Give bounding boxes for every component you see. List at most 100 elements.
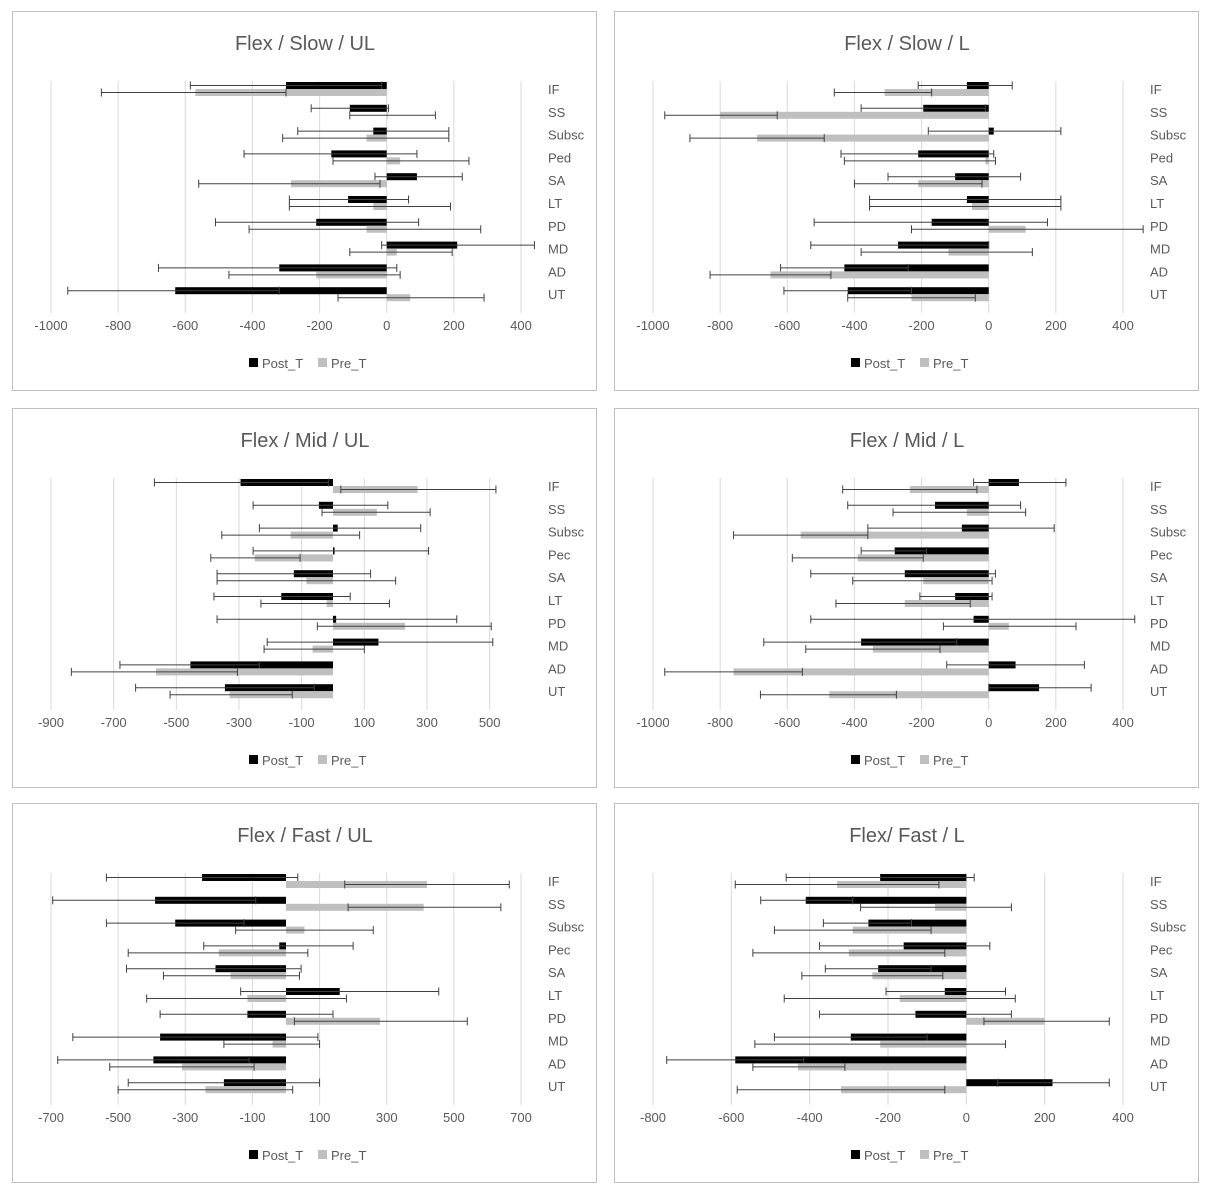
legend-label-post: Post_T <box>262 356 303 371</box>
legend-swatch-post <box>851 755 860 764</box>
x-tick-label: -200 <box>307 318 333 333</box>
category-label: Pec <box>1150 547 1173 562</box>
chart-svg-6: Flex/ Fast / L -800 -600 -400 -200 0 200 400 IF S… <box>640 825 1187 1163</box>
category-label: SS <box>548 897 566 912</box>
legend-label-pre: Pre_T <box>331 1148 366 1163</box>
category-label: Subsc <box>548 128 585 143</box>
bar-pre <box>155 668 333 676</box>
legend-swatch-pre <box>318 755 327 764</box>
category-label: UT <box>1150 287 1167 302</box>
category-label: IF <box>1150 82 1162 97</box>
x-tick-label: -400 <box>841 318 867 333</box>
legend-label-post: Post_T <box>262 753 303 768</box>
category-label: Pec <box>1150 942 1173 957</box>
legend-label-pre: Pre_T <box>933 356 968 371</box>
category-label: IF <box>548 479 560 494</box>
chart-title: Flex / Mid / L <box>850 430 964 452</box>
x-tick-label: -600 <box>172 318 198 333</box>
chart-svg-2: Flex / Slow / L -1000 -800 -600 -400 -200 0 200… <box>636 33 1186 371</box>
category-label: SA <box>548 570 566 585</box>
category-label: PD <box>1150 1011 1168 1026</box>
x-tick-label: -1000 <box>636 318 669 333</box>
x-tick-label: -400 <box>239 318 265 333</box>
legend-label-pre: Pre_T <box>933 1148 968 1163</box>
category-label: Pec <box>548 942 571 957</box>
legend-swatch-pre <box>920 358 929 367</box>
x-tick-label: -200 <box>909 318 935 333</box>
category-label: UT <box>548 287 565 302</box>
category-label: IF <box>1150 479 1162 494</box>
bar-pre <box>800 531 989 539</box>
x-tick-label: -700 <box>101 715 127 730</box>
chart-svg-5: Flex / Fast / UL -700 -500 -300 -100 100 300 50… <box>38 825 585 1163</box>
category-label: AD <box>548 1056 566 1071</box>
x-tick-label: 0 <box>383 318 390 333</box>
category-label: LT <box>1150 988 1164 1003</box>
x-tick-label: 200 <box>443 318 465 333</box>
chart-panel-2: Flex / Slow / L -1000 -800 -600 -400 -200 0 200… <box>614 11 1199 391</box>
chart-panel-1: Flex / Slow / UL -1000 -800 -600 -400 -200 0 20… <box>12 11 597 391</box>
x-tick-label: 0 <box>985 318 992 333</box>
x-tick-label: 400 <box>1112 318 1134 333</box>
x-tick-label: 400 <box>1112 715 1134 730</box>
bar-post <box>735 1056 967 1064</box>
category-label: UT <box>548 684 565 699</box>
chart-panel-6: Flex/ Fast / L -800 -600 -400 -200 0 200 400 IF S… <box>614 803 1199 1183</box>
bar-pre <box>829 691 989 699</box>
category-label: PD <box>1150 616 1168 631</box>
x-tick-label: 200 <box>1034 1110 1056 1125</box>
x-tick-label: -1000 <box>636 715 669 730</box>
category-label: Pec <box>548 547 571 562</box>
chart-title: Flex / Fast / UL <box>237 825 373 847</box>
chart-title: Flex/ Fast / L <box>849 825 965 847</box>
category-label: MD <box>1150 1034 1170 1049</box>
x-tick-label: 200 <box>1045 318 1067 333</box>
category-label: Ped <box>1150 150 1173 165</box>
x-tick-label: -800 <box>707 318 733 333</box>
x-tick-label: -300 <box>226 715 252 730</box>
bar-post <box>175 287 387 295</box>
x-tick-label: -400 <box>797 1110 823 1125</box>
x-tick-label: -600 <box>718 1110 744 1125</box>
category-label: SA <box>548 173 566 188</box>
category-label: Subsc <box>1150 525 1187 540</box>
x-tick-label: -700 <box>38 1110 64 1125</box>
bar-pre <box>770 271 989 279</box>
category-label: AD <box>1150 1056 1168 1071</box>
legend-label-post: Post_T <box>262 1148 303 1163</box>
chart-panel-3: Flex / Mid / UL -900 -700 -500 -300 -100 100 30… <box>12 408 597 788</box>
category-label: MD <box>548 1034 568 1049</box>
category-label: IF <box>548 874 560 889</box>
bar-post <box>868 919 967 927</box>
legend-label-post: Post_T <box>864 753 905 768</box>
category-label: UT <box>548 1079 565 1094</box>
legend-label-pre: Pre_T <box>331 753 366 768</box>
x-tick-label: -200 <box>875 1110 901 1125</box>
category-label: MD <box>1150 639 1170 654</box>
bar-pre <box>733 668 989 676</box>
category-label: SS <box>548 502 566 517</box>
legend-label-pre: Pre_T <box>331 356 366 371</box>
legend-swatch-post <box>249 755 258 764</box>
x-tick-label: 300 <box>416 715 438 730</box>
x-tick-label: -300 <box>172 1110 198 1125</box>
bar-post <box>805 896 967 904</box>
bar-pre <box>195 89 387 96</box>
legend-label-post: Post_T <box>864 1148 905 1163</box>
category-label: SS <box>548 105 566 120</box>
x-tick-label: 100 <box>309 1110 331 1125</box>
category-label: Subsc <box>1150 920 1187 935</box>
legend-swatch-pre <box>318 1150 327 1159</box>
category-label: SA <box>1150 173 1168 188</box>
category-label: SA <box>1150 965 1168 980</box>
category-label: UT <box>1150 1079 1167 1094</box>
x-tick-label: -600 <box>774 318 800 333</box>
legend-swatch-pre <box>318 358 327 367</box>
category-label: Subsc <box>548 525 585 540</box>
x-tick-label: -200 <box>909 715 935 730</box>
x-tick-label: -1000 <box>34 318 67 333</box>
x-tick-label: 700 <box>510 1110 532 1125</box>
category-label: Ped <box>548 150 571 165</box>
category-label: SA <box>548 965 566 980</box>
x-tick-label: 300 <box>376 1110 398 1125</box>
